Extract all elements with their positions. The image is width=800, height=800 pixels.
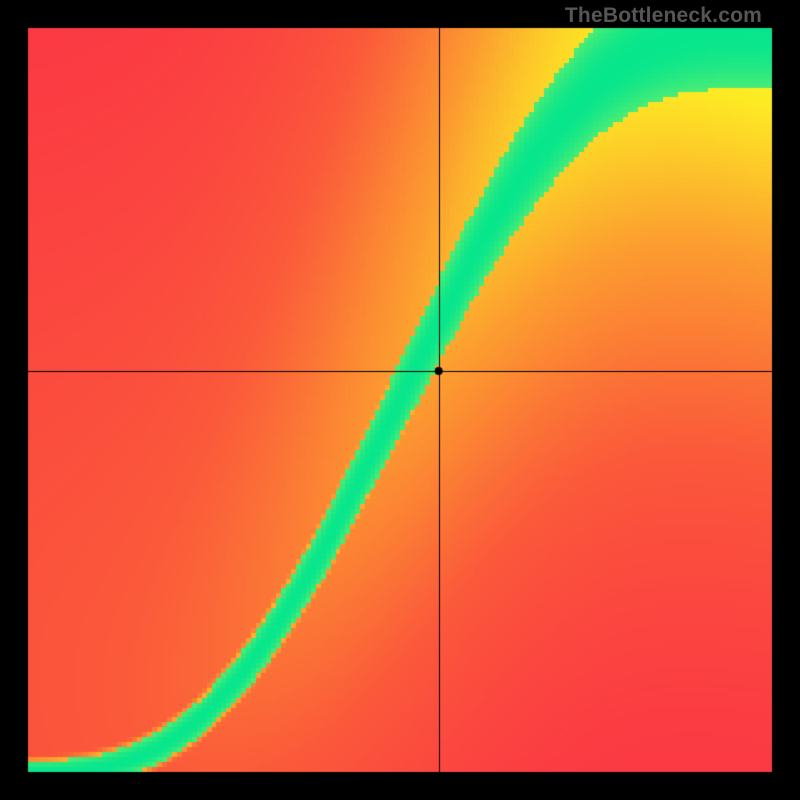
chart-frame: { "source_watermark": "TheBottleneck.com… [0,0,800,800]
bottleneck-heatmap [0,0,800,800]
watermark-text: TheBottleneck.com [565,4,762,28]
